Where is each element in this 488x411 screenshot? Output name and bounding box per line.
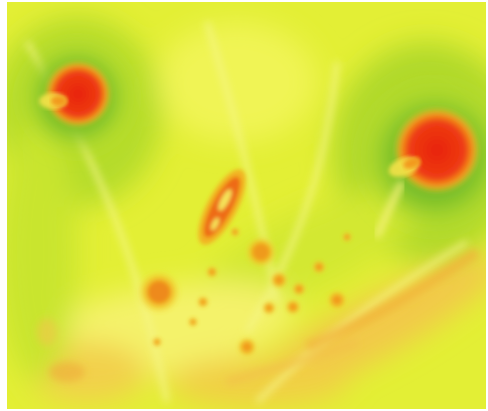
warm-streak [37, 247, 480, 386]
elongated-body [198, 169, 246, 245]
micrograph-image [7, 2, 486, 409]
large-cell-left [39, 60, 112, 128]
large-cell-right [374, 106, 481, 239]
micrograph-svg [7, 2, 486, 409]
medium-spots [137, 236, 277, 314]
small-dots [152, 227, 352, 357]
